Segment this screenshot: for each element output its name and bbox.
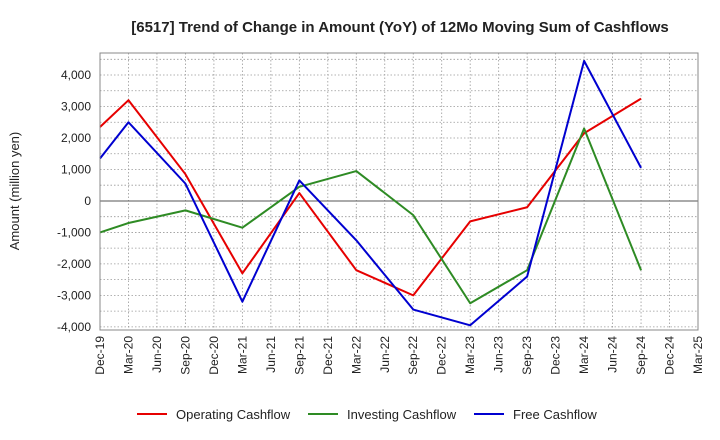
legend: Operating Cashflow Investing Cashflow Free…: [137, 407, 597, 422]
series-line-operating-cashflow: [99, 97, 642, 297]
y-tick-label: 1,000: [61, 162, 91, 176]
x-tick-label: Sep-21: [292, 336, 306, 375]
y-tick-label: -1,000: [57, 225, 91, 239]
x-tick-label: Dec-19: [93, 336, 107, 375]
x-tick-label: Jun-21: [264, 336, 278, 373]
y-axis-label: Amount (million yen): [7, 132, 22, 251]
y-tick-label: -2,000: [57, 257, 91, 271]
x-tick-label: Mar-23: [463, 336, 477, 374]
x-tick-label: Jun-23: [492, 336, 506, 373]
x-tick-label: Dec-23: [549, 336, 563, 375]
x-tick-label: Jun-24: [606, 336, 620, 373]
series-line-free-cashflow: [99, 59, 642, 327]
x-tick-label: Mar-25: [691, 336, 705, 374]
grid-layer: [100, 53, 698, 330]
x-tick-label: Jun-20: [150, 336, 164, 373]
y-tick-label: 0: [84, 194, 91, 208]
y-tick-label: 2,000: [61, 131, 91, 145]
y-tick-label: 4,000: [61, 68, 91, 82]
y-tick-label: -3,000: [57, 288, 91, 302]
x-tick-label: Dec-22: [435, 336, 449, 375]
x-tick-label: Mar-24: [577, 336, 591, 374]
x-tick-label: Mar-20: [121, 336, 135, 374]
x-tick-labels: Dec-19 Mar-20 Jun-20 Sep-20 Dec-20 Mar-21 Jun-…: [93, 336, 705, 375]
series-layer: [99, 59, 642, 327]
legend-label-operating-cashflow: Operating Cashflow: [176, 407, 291, 422]
chart-title: [6517] Trend of Change in Amount (YoY) o…: [131, 19, 669, 36]
x-tick-label: Sep-20: [178, 336, 192, 375]
x-tick-label: Jun-22: [378, 336, 392, 373]
x-tick-label: Dec-20: [207, 336, 221, 375]
x-tick-label: Mar-22: [349, 336, 363, 374]
x-tick-label: Dec-21: [321, 336, 335, 375]
y-tick-label: -4,000: [57, 320, 91, 334]
plot-frame: [99, 52, 699, 331]
x-tick-label: Sep-24: [634, 336, 648, 375]
y-tick-label: 3,000: [61, 100, 91, 114]
legend-label-investing-cashflow: Investing Cashflow: [347, 407, 457, 422]
x-tick-label: Mar-21: [235, 336, 249, 374]
series-line-investing-cashflow: [99, 127, 642, 305]
x-tick-label: Sep-22: [406, 336, 420, 375]
y-tick-labels: 4,000 3,000 2,000 1,000 0 -1,000 -2,000 -3,000 -…: [57, 68, 91, 334]
legend-label-free-cashflow: Free Cashflow: [513, 407, 597, 422]
x-tick-label: Dec-24: [663, 336, 677, 375]
x-tick-label: Sep-23: [520, 336, 534, 375]
